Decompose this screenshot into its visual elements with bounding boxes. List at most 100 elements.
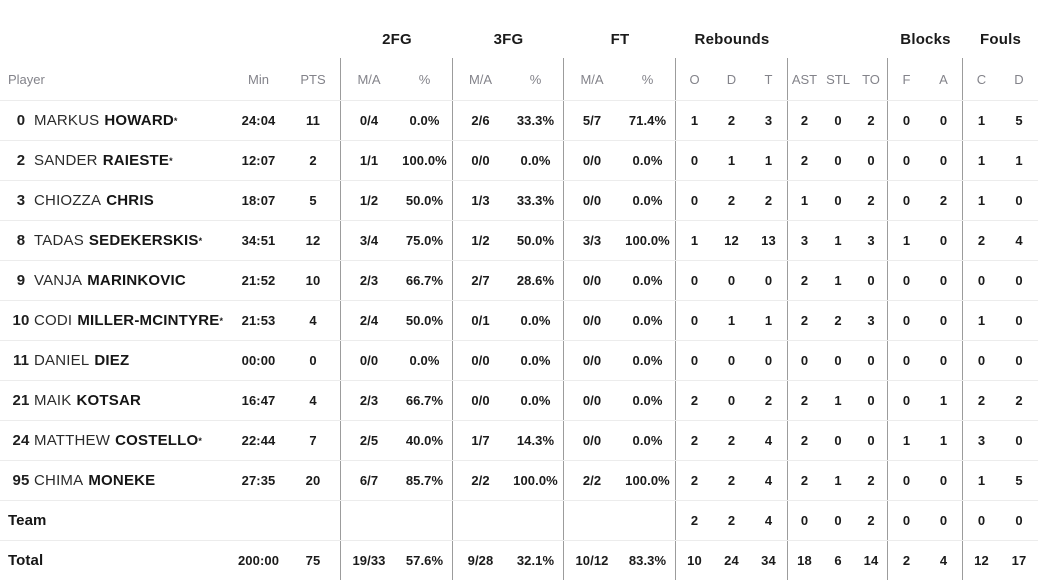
player-number: 3 [16, 192, 26, 209]
cell-foul-d: 0 [1015, 433, 1023, 448]
cell-fg2 [341, 501, 397, 540]
cell-reb-t: 0 [750, 261, 788, 300]
cell-min [231, 501, 286, 540]
cell-ftpct: 83.3% [620, 541, 676, 580]
cell-reb-d: 2 [727, 193, 736, 208]
player-first-name: SANDER [34, 152, 98, 169]
cell-min: 18:07 [241, 193, 276, 208]
cell-stl: 0 [834, 353, 842, 368]
cell-pts: 12 [286, 221, 341, 260]
cell-ast: 18 [797, 553, 812, 568]
player-row: 0 MARKUS HOWARD * 24:04 11 0/4 0.0% 2/6 33.3% 5/7 7… [0, 100, 1038, 140]
cell-blk-a: 0 [925, 461, 963, 500]
cell-fg2pct [397, 501, 453, 540]
cell-blk-a: 0 [925, 341, 963, 380]
column-header-ft-ma: M/A [580, 71, 604, 87]
cell-blk-a: 1 [925, 421, 963, 460]
cell-ast: 0 [800, 513, 809, 528]
cell-foul-d: 1 [1015, 153, 1023, 168]
group-header-3fg: 3FG [493, 31, 524, 48]
cell-pts: 0 [286, 341, 341, 380]
cell-pts: 4 [286, 381, 341, 420]
cell-to: 0 [855, 421, 888, 460]
player-name-cell: 3 CHIOZZA CHRIS [0, 181, 231, 220]
cell-fg3pct: 32.1% [508, 541, 564, 580]
cell-pts: 11 [286, 101, 341, 140]
player-last-name: SEDEKERSKIS [88, 232, 199, 249]
cell-reb-d: 0 [727, 393, 736, 408]
cell-reb-t: 1 [750, 141, 788, 180]
cell-foul-d: 5 [1015, 473, 1023, 488]
cell-to: 2 [855, 181, 888, 220]
cell-blk-f: 0 [902, 153, 911, 168]
column-header-reb-t: T [750, 58, 788, 100]
cell-foul-d: 2 [1015, 393, 1023, 408]
cell-min: 200:00 [237, 553, 280, 568]
cell-fg2pct: 50.0% [397, 181, 453, 220]
cell-min: 21:53 [241, 313, 276, 328]
cell-fg3pct: 50.0% [508, 221, 564, 260]
cell-ast: 3 [800, 233, 809, 248]
player-name-cell: 21 MAIK KOTSAR [0, 381, 231, 420]
team-row-label: Team [8, 512, 47, 529]
cell-fg2pct: 100.0% [397, 141, 453, 180]
player-number: 10 [12, 312, 30, 329]
cell-fg3pct: 0.0% [508, 141, 564, 180]
cell-blk-f: 1 [902, 233, 911, 248]
cell-pts: 2 [286, 141, 341, 180]
cell-ft: 0/0 [582, 433, 602, 448]
player-last-name: MILLER-MCINTYRE [77, 312, 220, 329]
cell-fg2pct: 50.0% [397, 301, 453, 340]
player-first-name: MATTHEW [34, 432, 111, 449]
cell-fg2pct: 75.0% [397, 221, 453, 260]
cell-ftpct: 0.0% [620, 261, 676, 300]
cell-stl: 1 [834, 393, 842, 408]
cell-fg3pct: 0.0% [508, 381, 564, 420]
cell-blk-f: 0 [902, 193, 911, 208]
column-header-min: Min [248, 71, 269, 87]
cell-reb-t: 3 [750, 101, 788, 140]
cell-fg2: 0/0 [359, 353, 379, 368]
cell-pts: 20 [286, 461, 341, 500]
cell-reb-d: 2 [727, 433, 736, 448]
column-header-2fg-pct: % [397, 58, 453, 100]
cell-ast: 2 [800, 113, 809, 128]
cell-foul-d: 5 [1015, 113, 1023, 128]
column-header-foul-c: C [976, 71, 987, 87]
cell-reb-t: 13 [750, 221, 788, 260]
cell-fg3pct: 14.3% [508, 421, 564, 460]
total-row-label: Total [8, 552, 44, 569]
cell-ft [564, 501, 620, 540]
cell-ftpct: 0.0% [620, 181, 676, 220]
cell-ast: 2 [800, 473, 809, 488]
cell-stl: 1 [834, 473, 842, 488]
cell-ft: 0/0 [582, 393, 602, 408]
player-row: 21 MAIK KOTSAR 16:47 4 2/3 66.7% 0/0 0.0% 0/0 0.0%… [0, 380, 1038, 420]
cell-to: 2 [855, 461, 888, 500]
group-header-blocks: Blocks [900, 31, 951, 48]
cell-ft: 0/0 [582, 193, 602, 208]
cell-reb-o: 2 [690, 473, 699, 488]
cell-reb-t: 1 [750, 301, 788, 340]
cell-fg3: 2/7 [471, 273, 490, 288]
column-header-foul-d: D [1014, 71, 1024, 87]
cell-reb-d: 2 [727, 113, 736, 128]
cell-blk-f: 0 [902, 473, 911, 488]
player-number: 95 [12, 472, 30, 489]
cell-pts: 7 [286, 421, 341, 460]
cell-ft: 2/2 [582, 473, 602, 488]
cell-fg2: 1/2 [359, 193, 379, 208]
cell-to: 3 [855, 221, 888, 260]
player-row: 10 CODI MILLER-MCINTYRE * 21:53 4 2/4 50.0% 0/1 0… [0, 300, 1038, 340]
cell-ast: 2 [800, 313, 809, 328]
player-number: 0 [16, 112, 26, 129]
column-header-row: Player Min PTS M/A % M/A % M/A % O D T A… [0, 58, 1038, 100]
cell-fg3: 0/1 [471, 313, 490, 328]
cell-reb-t: 2 [750, 381, 788, 420]
cell-reb-o: 0 [690, 353, 699, 368]
cell-blk-a: 2 [925, 181, 963, 220]
column-header-3fg-pct: % [508, 58, 564, 100]
cell-ftpct [620, 501, 676, 540]
cell-fg3pct: 100.0% [508, 461, 564, 500]
